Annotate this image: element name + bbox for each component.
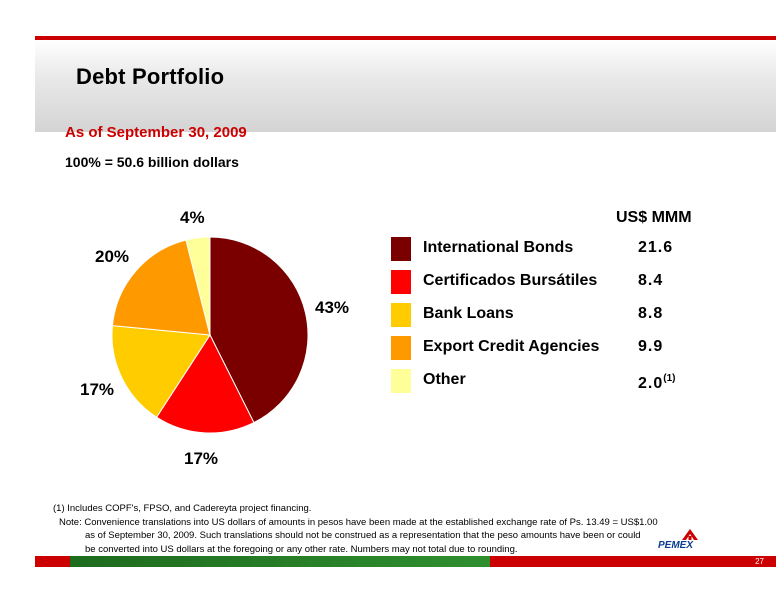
top-accent-bar — [35, 36, 776, 40]
legend-item-bank-loans: Bank Loans 8.8 — [391, 303, 721, 327]
legend-label: Bank Loans — [423, 305, 514, 322]
legend-label: Export Credit Agencies — [423, 338, 600, 355]
footnotes: (1) Includes COPF's, FPSO, and Cadereyta… — [53, 502, 693, 556]
page-title: Debt Portfolio — [76, 64, 225, 89]
legend-swatch — [391, 336, 411, 360]
pct-label-export-credit-agencies: 20% — [95, 247, 130, 266]
legend-value: 21.6 — [638, 239, 674, 256]
legend-swatch — [391, 369, 411, 393]
legend-value: 9.9 — [638, 338, 664, 355]
legend-label: Certificados Bursátiles — [423, 272, 598, 289]
legend-swatch — [391, 237, 411, 261]
legend-swatch — [391, 303, 411, 327]
legend-value: 8.4 — [638, 272, 664, 289]
legend-item-export-credit-agencies: Export Credit Agencies 9.9 — [391, 336, 721, 360]
pct-label-other: 4% — [180, 208, 205, 227]
pemex-logo-icon — [682, 529, 698, 540]
footnote-note-line-2: as of September 30, 2009. Such translati… — [85, 530, 641, 541]
page-number: 27 — [755, 557, 764, 566]
pct-label-bank-loans: 17% — [80, 380, 115, 399]
legend-item-international-bonds: International Bonds 21.6 — [391, 237, 721, 261]
footnote-marker: (1) — [663, 373, 676, 384]
legend-swatch — [391, 270, 411, 294]
bottom-green-band — [70, 556, 490, 567]
legend-item-other: Other 2.0(1) — [391, 369, 721, 393]
pie-slice-international-bonds — [209, 236, 309, 424]
header-band — [35, 40, 776, 132]
pct-label-certificados-bursatiles: 17% — [184, 449, 219, 468]
pemex-logo-text: PEMEX — [658, 540, 694, 551]
legend-value: 8.8 — [638, 305, 664, 322]
pie-slice-certificados-bursatiles — [155, 333, 255, 434]
legend-label: Other — [423, 371, 466, 388]
pie-slices — [111, 236, 309, 434]
footnote-1: (1) Includes COPF's, FPSO, and Cadereyta… — [53, 503, 312, 514]
footnote-note-line-3: be converted into US dollars at the fore… — [85, 543, 518, 555]
pct-label-international-bonds: 43% — [315, 298, 350, 317]
footnote-note-line-1: Note: Convenience translations into US d… — [59, 516, 658, 528]
legend-unit-header: US$ MMM — [616, 209, 692, 226]
legend-value: 2.0(1) — [638, 373, 675, 393]
total-amount: 100% = 50.6 billion dollars — [65, 154, 239, 170]
legend-item-certificados-bursatiles: Certificados Bursátiles 8.4 — [391, 270, 721, 294]
as-of-date: As of September 30, 2009 — [65, 124, 247, 141]
pie-slice-other — [185, 236, 211, 336]
legend-label: International Bonds — [423, 239, 574, 256]
pie-slice-bank-loans — [111, 325, 211, 418]
legend-value-number: 2.0 — [638, 375, 664, 392]
